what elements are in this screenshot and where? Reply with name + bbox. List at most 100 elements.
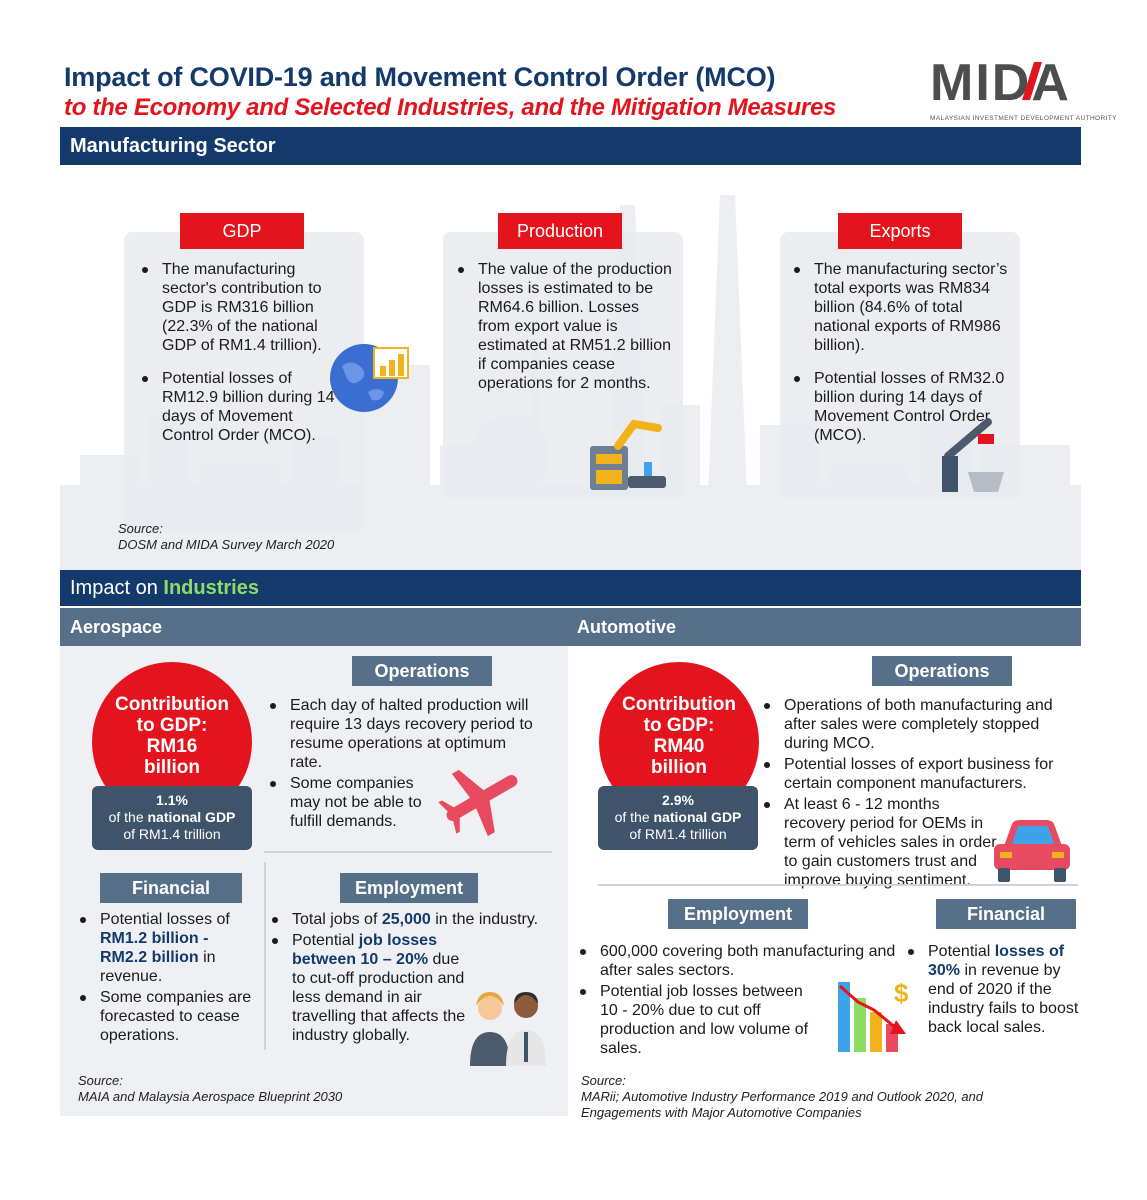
aero-emp-b1-bold: 25,000 <box>381 911 431 928</box>
automotive-title: Automotive <box>577 617 676 637</box>
industries-subbar <box>60 608 1081 646</box>
auto-gdp-line4: billion <box>651 757 707 778</box>
crane-ship-icon <box>942 418 1004 492</box>
aerospace-employment-bullets: Total jobs of 25,000 in the industry. Po… <box>266 910 556 1047</box>
auto-share-line3: of RM1.4 trillion <box>629 826 727 842</box>
auto-source-text: MARii; Automotive Industry Performance 2… <box>581 1089 984 1120</box>
aero-fin-b1-bold: RM1.2 billion - RM2.2 billion <box>100 930 209 966</box>
auto-fin-b1-post: in revenue by end of 2020 if the industr… <box>928 962 1079 1036</box>
declining-chart-icon: $ <box>838 978 909 1052</box>
auto-fin-b1-pre: Potential <box>928 943 991 960</box>
gdp-card <box>124 232 364 532</box>
auto-source-label: Source: <box>581 1073 626 1088</box>
auto-share-of: of the <box>614 809 650 825</box>
exports-bullet-2: Potential losses of RM32.0 billion durin… <box>788 369 1013 445</box>
impact-title-prefix: Impact on <box>70 577 158 599</box>
globe-chart-icon <box>330 344 409 412</box>
gdp-tab: GDP <box>180 213 304 249</box>
aero-source-text: MAIA and Malaysia Aerospace Blueprint 20… <box>78 1089 343 1104</box>
impact-on-industries-bar: Impact on Industries <box>60 570 1081 606</box>
logo-text: MIDA <box>930 54 1071 108</box>
auto-ops-bullet-2: Potential losses of export business for … <box>758 755 1076 793</box>
aero-emp-b2-post: due to cut-off production and less deman… <box>292 951 466 1044</box>
aerospace-financial-bullets: Potential losses of RM1.2 billion - RM2.… <box>74 910 254 1047</box>
aerospace-employment-tab: Employment <box>340 873 478 903</box>
manufacturing-source-text: DOSM and MIDA Survey March 2020 <box>118 537 335 552</box>
auto-gdp-line1: Contribution <box>622 694 736 715</box>
aero-gdp-line1: Contribution <box>115 694 229 715</box>
mida-logo-mark: MIDA <box>930 54 1071 112</box>
aero-ops-bullet-2: Some companies may not be able to fulfil… <box>264 774 434 831</box>
automotive-operations-bullets: Operations of both manufacturing and aft… <box>758 696 1076 892</box>
gdp-bullets: The manufacturing sector's contribution … <box>136 260 346 459</box>
aero-fin-b1-pre: Potential losses of <box>100 911 230 928</box>
production-bullet-1: The value of the production losses is es… <box>452 260 674 393</box>
aero-share-pct: 1.1% <box>156 792 188 808</box>
robot-arm-icon <box>590 419 666 490</box>
aero-fin-b1-post: in revenue. <box>100 949 216 985</box>
exports-card <box>780 232 1020 498</box>
auto-share-bold: national GDP <box>653 809 742 825</box>
aero-emp-b1-pre: Total jobs of <box>292 911 378 928</box>
auto-fin-bullet-1: Potential losses of 30% in revenue by en… <box>902 942 1082 1037</box>
automotive-operations-tab: Operations <box>872 656 1012 686</box>
aero-ops-bullet-1: Each day of halted production will requi… <box>264 696 534 772</box>
gdp-bullet-2: Potential losses of RM12.9 billion durin… <box>136 369 346 445</box>
production-card <box>443 232 683 498</box>
logo-subtitle: MALAYSIAN INVESTMENT DEVELOPMENT AUTHORI… <box>930 115 1117 122</box>
aero-gdp-line4: billion <box>144 757 200 778</box>
gdp-bullet-1: The manufacturing sector's contribution … <box>136 260 346 355</box>
aero-share-line3: of RM1.4 trillion <box>123 826 221 842</box>
aero-source-label: Source: <box>78 1073 123 1088</box>
automotive-employment-tab: Employment <box>668 899 808 929</box>
aero-gdp-line3: RM16 <box>146 736 198 757</box>
auto-share-pct: 2.9% <box>662 792 694 808</box>
manufacturing-source-label: Source: <box>118 521 163 536</box>
automotive-financial-bullets: Potential losses of 30% in revenue by en… <box>902 942 1082 1039</box>
aerospace-operations-bullets: Each day of halted production will requi… <box>264 696 534 833</box>
aerospace-financial-tab: Financial <box>100 873 242 903</box>
aero-divider-h <box>264 851 552 853</box>
mida-logo: MIDA MALAYSIAN INVESTMENT DEVELOPMENT AU… <box>930 54 1117 124</box>
manufacturing-source: Source: DOSM and MIDA Survey March 2020 <box>118 521 334 553</box>
aerospace-gdp-share-box: 1.1% of the national GDP of RM1.4 trilli… <box>92 786 252 850</box>
production-tab: Production <box>498 213 622 249</box>
impact-title-highlight: Industries <box>163 577 259 599</box>
aero-gdp-line2: to GDP: <box>136 715 208 736</box>
auto-ops-bullet-1: Operations of both manufacturing and aft… <box>758 696 1076 753</box>
svg-text:$: $ <box>894 978 909 1008</box>
people-icon <box>470 992 546 1066</box>
auto-ops-bullet-3: At least 6 - 12 months recovery period f… <box>758 795 1003 890</box>
page-subtitle: to the Economy and Selected Industries, … <box>64 94 837 121</box>
auto-gdp-line3: RM40 <box>653 736 705 757</box>
airplane-icon <box>438 769 518 837</box>
aerospace-source: Source: MAIA and Malaysia Aerospace Blue… <box>78 1073 342 1105</box>
automotive-employment-bullets: 600,000 covering both manufacturing and … <box>574 942 896 1060</box>
aero-emp-bullet-1: Total jobs of 25,000 in the industry. <box>266 910 556 929</box>
aero-fin-bullet-1: Potential losses of RM1.2 billion - RM2.… <box>74 910 254 986</box>
exports-tab: Exports <box>838 213 962 249</box>
exports-bullet-1: The manufacturing sector’s total exports… <box>788 260 1013 355</box>
manufacturing-section-bar: Manufacturing Sector <box>60 127 1081 165</box>
auto-fin-b1-bold: losses of 30% <box>928 943 1065 979</box>
aerospace-operations-tab: Operations <box>352 656 492 686</box>
aero-emp-b2-bold: job losses between 10 – 20% <box>292 932 437 968</box>
aero-emp-b1-post: in the industry. <box>435 911 539 928</box>
automotive-gdp-share-box: 2.9% of the national GDP of RM1.4 trilli… <box>598 786 758 850</box>
automotive-source: Source: MARii; Automotive Industry Perfo… <box>581 1073 1051 1121</box>
aero-divider-v <box>264 862 266 1050</box>
auto-gdp-line2: to GDP: <box>643 715 715 736</box>
exports-bullets: The manufacturing sector’s total exports… <box>788 260 1013 459</box>
production-bullets: The value of the production losses is es… <box>452 260 674 407</box>
auto-emp-bullet-1: 600,000 covering both manufacturing and … <box>574 942 896 980</box>
aero-share-bold: national GDP <box>147 809 236 825</box>
auto-divider-h <box>598 884 1078 886</box>
aerospace-title: Aerospace <box>70 617 163 637</box>
car-icon <box>994 820 1070 882</box>
page-title: Impact of COVID-19 and Movement Control … <box>64 62 776 92</box>
aero-emp-bullet-2: Potential job losses between 10 – 20% du… <box>266 931 466 1045</box>
aero-fin-bullet-2: Some companies are forecasted to cease o… <box>74 988 254 1045</box>
aero-share-of: of the <box>108 809 144 825</box>
aero-emp-b2-pre: Potential <box>292 932 355 949</box>
automotive-financial-tab: Financial <box>936 899 1076 929</box>
